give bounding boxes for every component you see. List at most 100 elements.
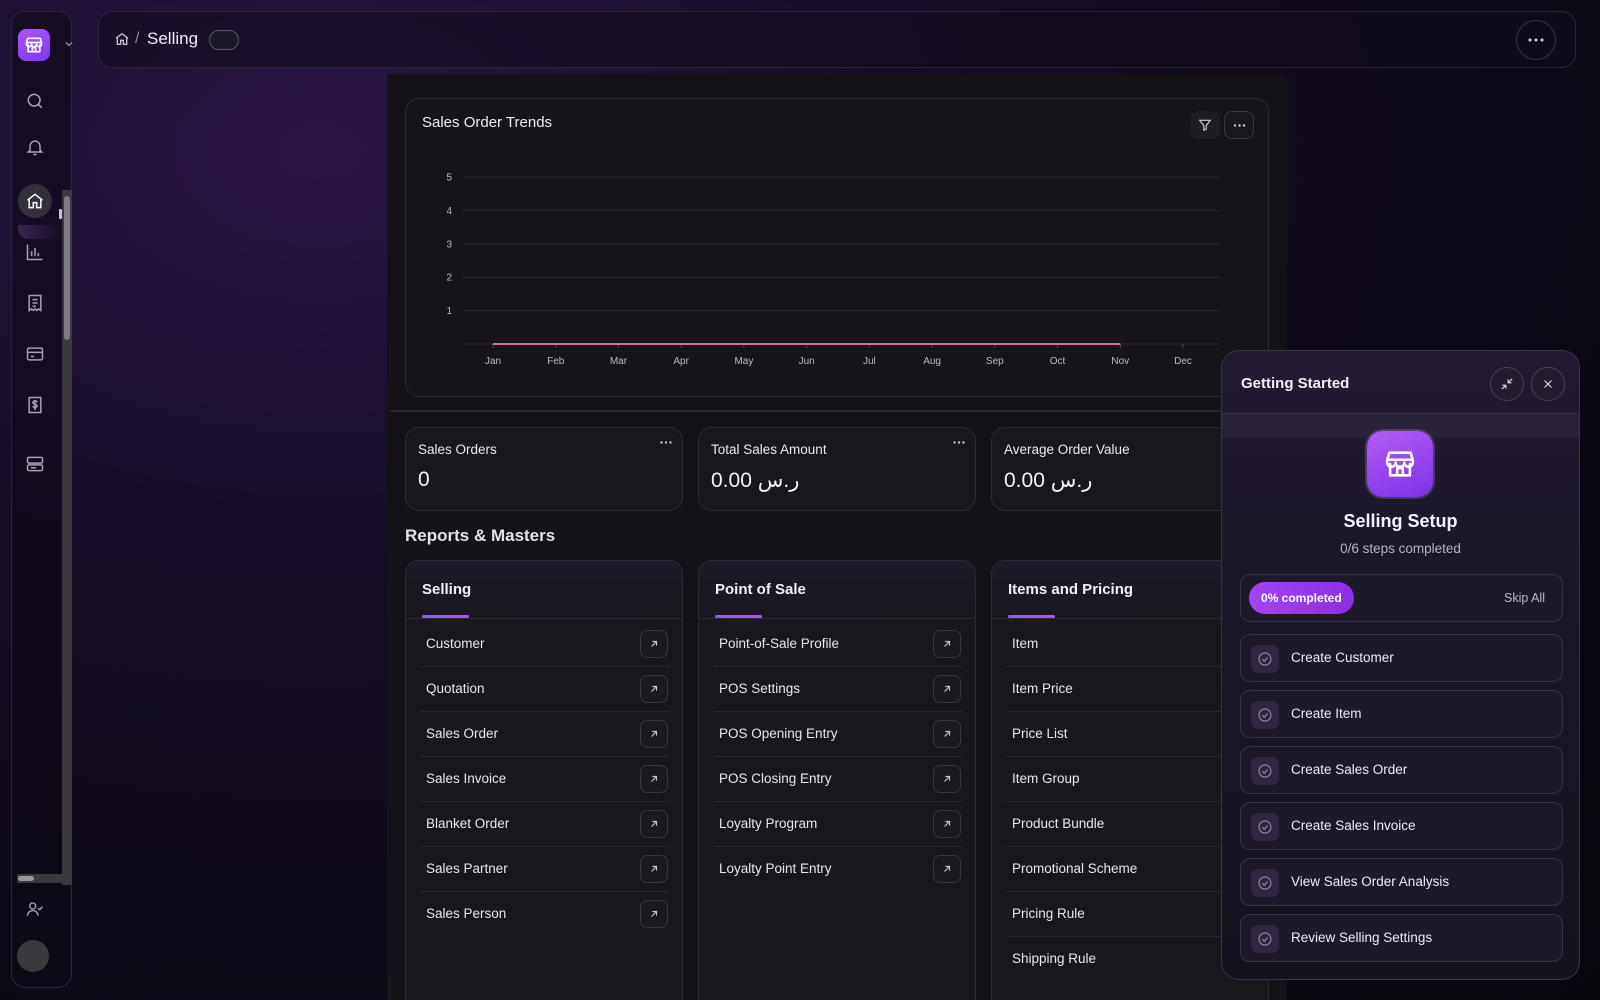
arrow-up-right-icon[interactable] <box>640 765 668 793</box>
y-tick-label: 5 <box>446 173 452 184</box>
list-item[interactable]: Sales Invoice <box>420 757 670 802</box>
list-item-label: Price List <box>1012 726 1068 741</box>
chevron-down-icon[interactable] <box>64 39 74 49</box>
stat-card-total-sales-amount[interactable]: Total Sales Amount 0.00 ر.س <box>698 427 976 511</box>
list-item[interactable]: POS Closing Entry <box>713 757 963 802</box>
bar-chart-icon[interactable] <box>18 235 52 269</box>
search-icon[interactable] <box>18 84 52 118</box>
list-item[interactable]: POS Opening Entry <box>713 712 963 757</box>
sidebar-scrollbar[interactable] <box>62 190 72 885</box>
list-item-label: Promotional Scheme <box>1012 861 1138 876</box>
steps-list: Create Customer Create Item Create Sales O… <box>1240 634 1563 970</box>
arrow-up-right-icon[interactable] <box>640 900 668 928</box>
sidebar-horizontal-scrollbar[interactable] <box>17 874 71 883</box>
x-tick-label: Feb <box>547 356 565 367</box>
list-item[interactable]: POS Settings <box>713 667 963 712</box>
list-item[interactable]: Loyalty Program <box>713 802 963 847</box>
skip-all-button[interactable]: Skip All <box>1504 591 1545 605</box>
card-title[interactable]: Point of Sale <box>715 581 806 598</box>
list-item[interactable]: Customer <box>420 622 670 667</box>
card-title[interactable]: Items and Pricing <box>1008 581 1134 598</box>
arrow-up-right-icon[interactable] <box>640 675 668 703</box>
minimize-icon[interactable] <box>1490 367 1524 401</box>
card-list: Point-of-Sale Profile POS Settings POS Ope… <box>713 622 963 892</box>
document-icon[interactable] <box>18 286 52 320</box>
list-item[interactable]: Item Price <box>1006 667 1256 712</box>
list-item[interactable]: Loyalty Point Entry <box>713 847 963 892</box>
list-item-label: Quotation <box>426 681 485 696</box>
arrow-up-right-icon[interactable] <box>933 810 961 838</box>
card-selling: Selling Customer Quotation Sales Order Sale… <box>405 560 683 1000</box>
arrow-up-right-icon[interactable] <box>933 720 961 748</box>
arrow-up-right-icon[interactable] <box>640 630 668 658</box>
list-item[interactable]: Shipping Rule <box>1006 937 1256 982</box>
arrow-up-right-icon[interactable] <box>640 855 668 883</box>
arrow-up-right-icon[interactable] <box>933 765 961 793</box>
store-icon <box>1367 431 1433 497</box>
stat-value: 0 <box>418 468 430 491</box>
setup-step[interactable]: Create Customer <box>1240 634 1563 682</box>
list-item-label: Pricing Rule <box>1012 906 1085 921</box>
list-item[interactable]: Point-of-Sale Profile <box>713 622 963 667</box>
list-item-label: Item <box>1012 636 1039 651</box>
setup-step[interactable]: Review Selling Settings <box>1240 914 1563 962</box>
list-item[interactable]: Sales Person <box>420 892 670 937</box>
active-marker <box>59 209 62 219</box>
credit-card-icon[interactable] <box>18 337 52 371</box>
list-item[interactable]: Price List <box>1006 712 1256 757</box>
list-item-label: Sales Invoice <box>426 771 507 786</box>
bell-icon[interactable] <box>18 130 52 164</box>
sidebar <box>11 11 74 988</box>
setup-step-label: Create Item <box>1291 706 1362 721</box>
more-icon[interactable] <box>660 441 672 444</box>
card-title[interactable]: Selling <box>422 581 472 598</box>
setup-step[interactable]: Create Item <box>1240 690 1563 738</box>
receipt-dollar-icon[interactable] <box>18 388 52 422</box>
list-item-label: Loyalty Point Entry <box>719 861 832 876</box>
list-item[interactable]: Promotional Scheme <box>1006 847 1256 892</box>
stat-value: 0.00 ر.س <box>1004 469 1093 492</box>
close-icon[interactable] <box>1531 367 1565 401</box>
more-icon[interactable] <box>953 441 965 444</box>
getting-started-panel: Getting Started Selling Setup 0/6 steps … <box>1221 350 1580 980</box>
setup-title: Selling Setup <box>1343 511 1458 531</box>
breadcrumb-separator: / <box>135 30 140 47</box>
setup-step[interactable]: Create Sales Order <box>1240 746 1563 794</box>
list-item-label: Sales Partner <box>426 861 508 876</box>
setup-step[interactable]: Create Sales Invoice <box>1240 802 1563 850</box>
store-logo-icon[interactable] <box>18 29 50 61</box>
server-icon[interactable] <box>18 447 52 481</box>
list-item[interactable]: Item Group <box>1006 757 1256 802</box>
list-item[interactable]: Sales Partner <box>420 847 670 892</box>
list-item-label: POS Settings <box>719 681 801 696</box>
home-icon[interactable] <box>18 184 52 218</box>
list-item[interactable]: Product Bundle <box>1006 802 1256 847</box>
user-check-icon[interactable] <box>18 892 52 926</box>
workspace-main: 1 2 3 4 5 Jan Feb Mar Apr May Jun Jul Aug Sep Oct Nov De… <box>387 74 1287 1000</box>
list-item[interactable]: Quotation <box>420 667 670 712</box>
avatar[interactable] <box>17 940 49 972</box>
arrow-up-right-icon[interactable] <box>933 630 961 658</box>
check-circle-icon <box>1251 869 1279 897</box>
arrow-up-right-icon[interactable] <box>933 675 961 703</box>
chart-more-button[interactable] <box>1224 111 1254 139</box>
arrow-up-right-icon[interactable] <box>933 855 961 883</box>
page-title[interactable]: Selling <box>147 29 199 48</box>
stat-value: 0.00 ر.س <box>711 469 800 492</box>
list-item[interactable]: Sales Order <box>420 712 670 757</box>
stat-card-sales-orders[interactable]: Sales Orders 0 <box>405 427 683 511</box>
list-item[interactable]: Pricing Rule <box>1006 892 1256 937</box>
x-tick-label: Apr <box>673 356 689 367</box>
x-tick-label: Jun <box>799 356 815 367</box>
arrow-up-right-icon[interactable] <box>640 810 668 838</box>
more-options-button[interactable] <box>1516 20 1556 60</box>
setup-step[interactable]: View Sales Order Analysis <box>1240 858 1563 906</box>
sidebar-horizontal-scrollbar-thumb[interactable] <box>18 876 34 881</box>
list-item[interactable]: Blanket Order <box>420 802 670 847</box>
home-icon[interactable] <box>114 31 130 47</box>
sidebar-scrollbar-thumb[interactable] <box>64 196 70 340</box>
arrow-up-right-icon[interactable] <box>640 720 668 748</box>
filter-icon[interactable] <box>1190 111 1220 139</box>
x-tick-label: Jul <box>863 356 876 367</box>
list-item[interactable]: Item <box>1006 622 1256 667</box>
